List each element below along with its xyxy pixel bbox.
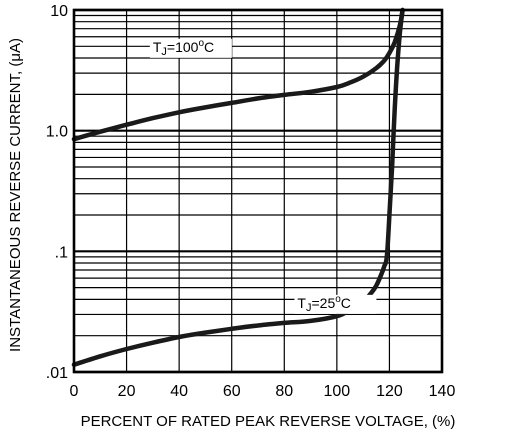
x-tick-label: 140	[429, 383, 456, 400]
series-label-backdrop	[294, 294, 377, 314]
y-axis-title: INSTANTANEOUS REVERSE CURRENT, (μA)	[7, 38, 24, 352]
x-tick-label: 120	[376, 383, 403, 400]
x-tick-label: 0	[70, 383, 79, 400]
y-tick-label: .1	[55, 244, 68, 261]
plot-frame	[72, 8, 444, 374]
y-tick-labels: .01 .1 1.0 10	[46, 3, 68, 382]
y-tick-label: 1.0	[46, 124, 68, 141]
series-labels: TJ=100oC TJ=25oC	[149, 38, 377, 314]
series-label-backdrop	[149, 38, 232, 58]
grid	[73, 8, 443, 374]
vertical-gridlines	[73, 10, 443, 372]
x-tick-label: 80	[275, 383, 293, 400]
series-label-0: TJ=100oC	[153, 38, 214, 58]
x-axis-title: PERCENT OF RATED PEAK REVERSE VOLTAGE, (…	[81, 413, 456, 430]
x-tick-labels: 0 20 40 60 80 100 120 140	[70, 383, 456, 400]
y-tick-label: 10	[50, 3, 68, 20]
y-tick-label: .01	[46, 365, 68, 382]
horizontal-gridlines	[74, 8, 442, 374]
series-label-1: TJ=25oC	[297, 294, 351, 314]
x-tick-label: 60	[223, 383, 241, 400]
x-tick-label: 100	[324, 383, 351, 400]
x-tick-label: 20	[118, 383, 136, 400]
series-line-0	[71, 7, 405, 142]
x-tick-label: 40	[170, 383, 188, 400]
